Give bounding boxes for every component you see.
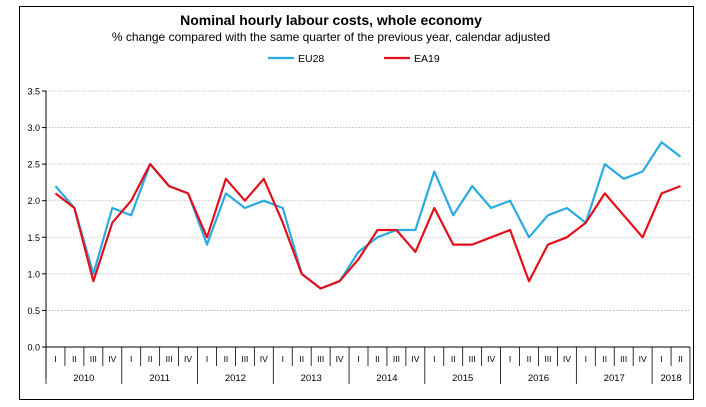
x-tick-label: III [90,354,97,364]
year-label: 2016 [528,373,549,384]
axes: 0.00.51.01.52.02.53.03.5I II III IV I II III IV… [27,87,691,384]
chart-frame [19,6,694,400]
year-label: 2011 [149,373,169,384]
year-label: 2012 [225,373,246,384]
x-tick-label: III [544,354,551,364]
x-tick-label: III [241,354,248,364]
x-tick-label: II [72,354,77,364]
x-tick-label: II [678,354,683,364]
x-tick-label: I [206,354,208,364]
x-tick-label: III [469,354,476,364]
x-tick-label: II [224,354,229,364]
x-tick-label: IV [184,354,192,364]
x-tick-label: II [451,354,456,364]
x-tick-label: IV [260,354,268,364]
year-label: 2014 [376,373,397,384]
y-tick-label: 0.0 [27,343,40,353]
legend-label: EA19 [414,53,440,65]
x-tick-label: I [282,354,284,364]
y-tick-label: 2.5 [27,160,40,170]
x-tick-label: I [509,354,511,364]
x-tick-label: II [602,354,607,364]
legend: EU28 EA19 [268,53,440,65]
x-tick-label: I [433,354,435,364]
x-tick-label: IV [563,354,571,364]
y-tick-label: 1.5 [27,233,40,243]
year-label: 2013 [301,373,322,384]
series-group [54,141,682,290]
x-tick-label: I [357,354,359,364]
x-tick-label: III [620,354,627,364]
y-tick-label: 0.5 [27,306,40,316]
x-tick-label: III [317,354,324,364]
x-tick-label: III [393,354,400,364]
x-tick-label: I [130,354,132,364]
year-label: 2015 [452,373,473,384]
gridlines [46,90,690,311]
y-tick-label: 2.0 [27,196,40,206]
x-tick-label: IV [639,354,647,364]
x-tick-label: IV [411,354,419,364]
y-tick-label: 3.5 [27,87,40,97]
y-tick-label: 3.0 [27,123,40,133]
year-label: 2010 [73,373,94,384]
x-tick-label: II [375,354,380,364]
x-tick-label: IV [336,354,344,364]
chart-title: Nominal hourly labour costs, whole econo… [180,12,482,28]
x-tick-label: IV [108,354,116,364]
x-tick-label: I [585,354,587,364]
series-line-ea19 [54,163,681,290]
y-tick-label: 1.0 [27,269,40,279]
legend-label: EU28 [298,53,324,65]
x-tick-label: I [54,354,56,364]
x-tick-label: IV [487,354,495,364]
year-label: 2018 [660,373,681,384]
x-tick-label: II [299,354,304,364]
year-label: 2017 [604,373,625,384]
chart-subtitle: % change compared with the same quarter … [112,30,550,44]
x-tick-label: II [527,354,532,364]
x-tick-label: II [148,354,153,364]
x-tick-label: I [660,354,662,364]
x-tick-label: III [166,354,173,364]
